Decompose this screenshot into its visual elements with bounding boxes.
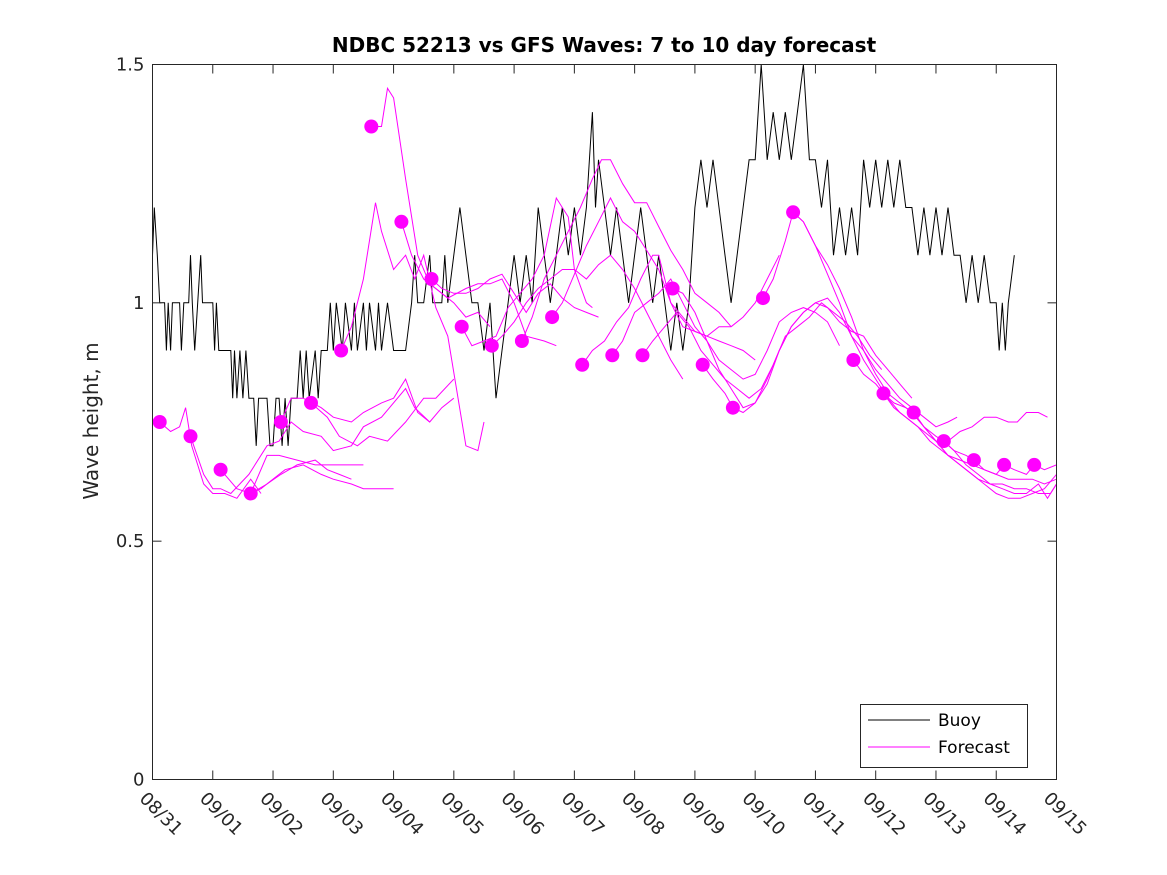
forecast-line-10 [431,273,599,318]
forecast-line-13 [521,159,732,342]
forecast-marker-12 [514,334,529,348]
legend-buoy-label: Buoy [938,711,981,731]
legend-forecast-label: Forecast [938,738,1010,758]
forecast-marker-27 [997,457,1012,472]
forecast-marker-3 [243,486,258,501]
forecast-line-16 [611,278,840,380]
y-tick-label: 0 [133,770,144,791]
forecast-marker-24 [906,405,921,420]
forecast-line-1 [190,387,431,495]
forecast-marker-20 [756,291,770,306]
forecast-line-25 [943,440,1056,500]
forecast-marker-8 [394,214,409,229]
forecast-marker-23 [876,386,891,401]
forecast-line-0 [159,407,262,499]
forecast-marker-0 [152,415,167,429]
forecast-marker-26 [966,453,981,468]
y-axis: 0 0.5 1 1.5 [116,55,1057,791]
forecast-marker-18 [695,357,710,372]
forecast-marker-13 [545,310,560,325]
forecast-marker-17 [665,281,680,296]
forecast-marker-25 [936,434,951,449]
forecast-line-7 [340,202,485,452]
forecast-marker-11 [484,338,499,353]
forecast-line-17 [642,302,883,399]
forecast-marker-15 [605,348,620,363]
forecast-line-2 [220,454,364,495]
legend: Buoy Forecast [860,704,1028,768]
buoy-line [152,64,1015,447]
forecast-marker-16 [635,348,650,363]
forecast-marker-2 [213,462,228,477]
plot-area-frame [152,64,1057,780]
forecast-marker-28 [1027,457,1042,472]
buoy-series-layer [152,64,1015,447]
y-axis-label: Wave height, m [79,342,103,499]
forecast-marker-5 [304,395,318,410]
forecast-line-8 [371,86,491,328]
y-tick-label: 1.5 [116,55,145,76]
forecast-marker-19 [725,400,740,415]
forecast-marker-14 [575,357,590,372]
forecast-marker-22 [846,353,861,367]
y-tick-label: 0.5 [116,531,145,552]
forecast-line-6 [310,378,455,447]
forecast-markers-layer [152,119,1042,501]
forecast-marker-10 [454,319,469,334]
forecast-marker-7 [364,119,379,134]
forecast-line-4 [250,464,394,494]
forecast-line-14 [551,196,756,361]
forecast-marker-9 [424,272,439,286]
chart-title: NDBC 52213 vs GFS Waves: 7 to 10 day for… [332,33,877,57]
legend-box [860,704,1028,768]
forecast-marker-21 [786,205,801,220]
forecast-marker-1 [183,429,198,444]
forecast-line-24 [913,412,1056,499]
y-tick-label: 1 [133,293,144,314]
forecast-marker-6 [334,343,349,358]
forecast-line-15 [581,254,780,366]
forecast-line-12 [491,254,684,380]
forecast-marker-4 [273,415,288,429]
